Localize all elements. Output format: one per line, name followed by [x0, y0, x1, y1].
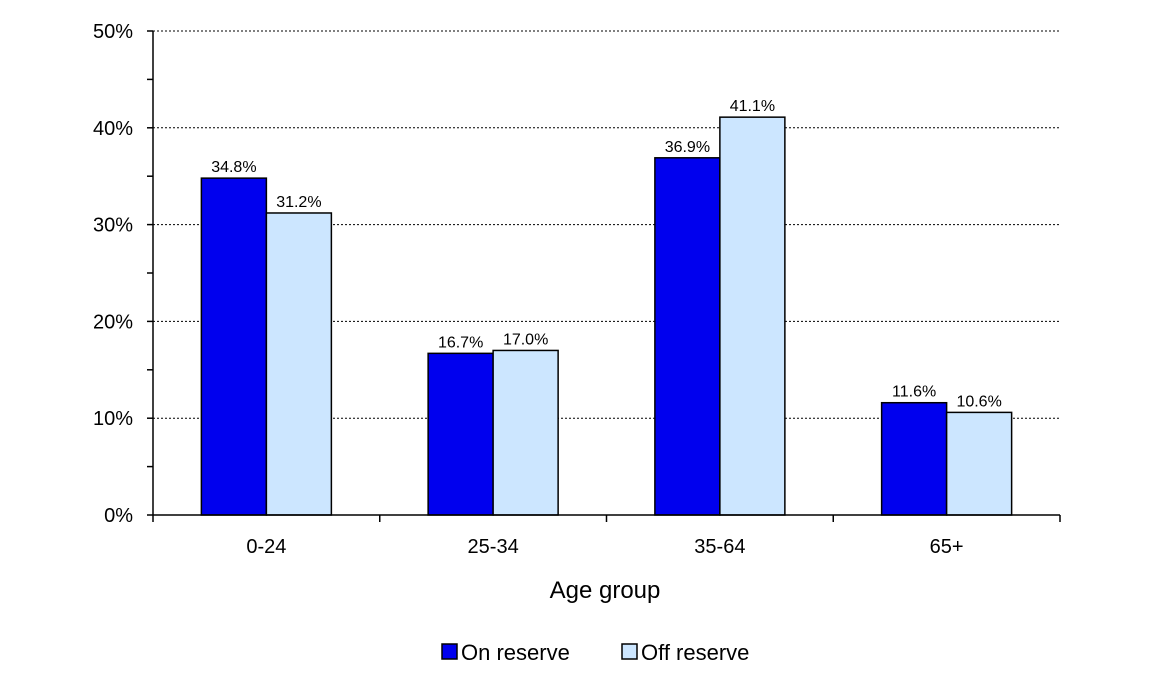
bar-on-reserve: [654, 157, 721, 516]
x-tick-label: 35-64: [694, 536, 745, 558]
data-label: 34.8%: [211, 159, 256, 176]
y-tick-label: 30%: [93, 215, 133, 237]
data-label: 10.6%: [956, 393, 1001, 410]
y-tick-label: 20%: [93, 311, 133, 333]
bar-on-reserve: [880, 401, 948, 516]
bar-off-reserve: [265, 212, 333, 516]
y-tick-label: 50%: [93, 21, 133, 43]
data-label: 11.6%: [892, 384, 936, 401]
legend-label-off-reserve: Off reserve: [641, 640, 749, 665]
x-tick-label: 65+: [930, 536, 964, 558]
legend: On reserve Off reserve: [441, 640, 749, 665]
data-label: 41.1%: [730, 98, 775, 115]
x-axis-ticks: 0-24 25-34 35-64 65+: [152, 515, 1061, 558]
legend-label-on-reserve: On reserve: [461, 640, 570, 665]
bar-on-reserve: [200, 177, 268, 516]
bar-off-reserve: [492, 349, 559, 516]
y-tick-label: 40%: [93, 118, 133, 140]
bar-off-reserve: [719, 116, 786, 516]
x-axis-title: Age group: [550, 577, 661, 604]
data-labels: 34.8% 31.2% 16.7% 17.0% 36.9% 41.1% 11.6% 10.6%: [211, 98, 1002, 410]
x-tick-label: 0-24: [246, 536, 286, 558]
y-axis-ticks: 0% 10% 20% 30% 40% 50%: [93, 21, 153, 527]
bars: [200, 116, 1013, 516]
y-tick-label: 0%: [104, 505, 133, 527]
bar-on-reserve: [427, 352, 494, 516]
gridlines: [153, 30, 1060, 419]
x-tick-label: 25-34: [468, 536, 519, 558]
legend-swatch-off-reserve: [621, 643, 638, 660]
data-label: 17.0%: [503, 331, 548, 348]
data-label: 36.9%: [665, 139, 710, 156]
data-label: 31.2%: [276, 194, 321, 211]
y-tick-label: 10%: [93, 408, 133, 430]
data-label: 16.7%: [438, 334, 483, 351]
legend-swatch-on-reserve: [441, 643, 458, 660]
bar-off-reserve: [945, 411, 1013, 516]
